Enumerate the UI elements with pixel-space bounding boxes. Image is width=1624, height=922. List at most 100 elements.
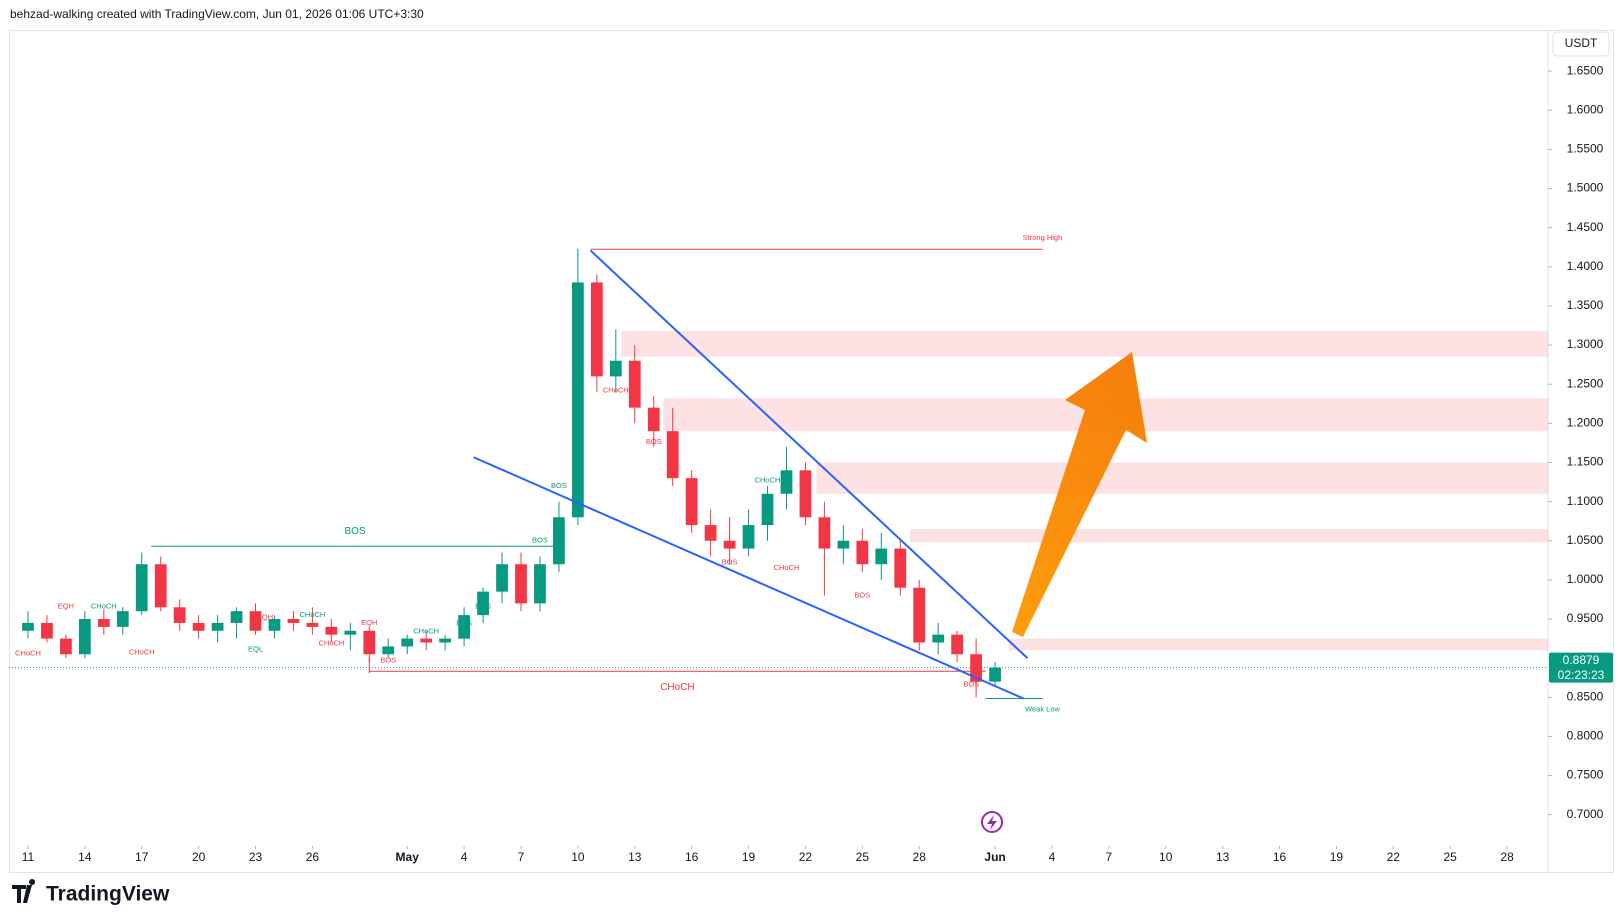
structure-label: CHoCH	[91, 601, 117, 610]
y-tick-label: 1.3000	[1567, 337, 1604, 351]
structure-label: EQH	[361, 618, 377, 627]
candle-body	[894, 548, 907, 588]
candle-body	[154, 564, 167, 608]
candle-body	[439, 638, 452, 643]
candle-body	[41, 622, 53, 639]
y-tick-label: 0.7500	[1567, 768, 1604, 782]
candle-body	[382, 646, 395, 655]
candle-body	[211, 622, 224, 631]
x-tick-label: 17	[135, 850, 149, 864]
candle-body	[628, 360, 641, 408]
structure-label: BOS	[854, 591, 870, 600]
candle-body	[609, 360, 622, 377]
structure-label: CHoCH	[299, 610, 325, 619]
x-tick-label: 25	[856, 850, 870, 864]
alert-bolt	[987, 815, 997, 830]
y-tick-label: 1.1000	[1567, 494, 1604, 508]
candle-body	[268, 619, 281, 631]
candle-body	[477, 591, 489, 616]
trendline	[473, 456, 1024, 700]
candle-body	[856, 540, 869, 565]
y-tick-label: 0.7000	[1567, 807, 1604, 821]
candle-body	[78, 619, 91, 655]
candle-body	[913, 587, 926, 643]
structure-label: BOS	[380, 655, 396, 664]
x-tick-label: 23	[249, 850, 263, 864]
structure-label: BOS	[456, 619, 472, 628]
x-tick-label: 16	[685, 850, 699, 864]
candle-body	[515, 564, 527, 604]
chart-frame	[9, 30, 1614, 873]
candle-body	[704, 525, 717, 541]
header: behzad-walking created with TradingView.…	[10, 7, 424, 21]
y-tick-label: 1.0000	[1567, 572, 1604, 586]
candle-body	[306, 622, 319, 627]
candle-body	[780, 470, 793, 494]
structure-label: EQH	[58, 601, 74, 610]
level-label: Strong High	[1023, 233, 1063, 242]
last-price-label: 0.8879	[1563, 653, 1600, 667]
candle-body	[666, 431, 679, 479]
x-tick-label: May	[396, 850, 420, 864]
candle-body	[173, 607, 186, 623]
structure-label: CHoCH	[15, 648, 41, 657]
candle-body	[553, 517, 565, 565]
x-tick-label: 7	[1106, 850, 1113, 864]
structure-label: EQH	[257, 612, 273, 621]
x-tick-label: 22	[1387, 850, 1401, 864]
projection-arrow	[1012, 352, 1147, 637]
structure-label: CHoCH	[774, 563, 800, 572]
y-tick-label: 0.8500	[1567, 689, 1604, 703]
candle-body	[837, 540, 850, 549]
y-tick-label: 1.3500	[1567, 298, 1604, 312]
candle-body	[647, 407, 660, 432]
currency-button[interactable]	[1552, 31, 1610, 57]
logo: TradingView	[12, 879, 170, 906]
candle-body	[875, 548, 888, 565]
x-tick-label: 19	[742, 850, 756, 864]
x-tick-label: 13	[628, 850, 642, 864]
candle-body	[363, 630, 376, 655]
candle-body	[116, 611, 129, 627]
candle-body	[818, 517, 831, 549]
candle-body	[344, 630, 357, 635]
candle-body	[572, 282, 584, 518]
structure-label: CHoCH	[318, 638, 344, 647]
candle-body	[192, 622, 205, 631]
x-tick-label: Jun	[984, 850, 1005, 864]
x-tick-label: 4	[461, 850, 468, 864]
candle-body	[723, 540, 736, 549]
candle-body	[761, 493, 774, 526]
x-tick-label: 22	[799, 850, 813, 864]
candle-body	[97, 619, 110, 627]
candle-body	[590, 282, 603, 377]
y-tick-label: 1.5500	[1567, 142, 1604, 156]
structure-label: CHoCH	[129, 648, 155, 657]
alert-icon[interactable]	[981, 811, 1003, 833]
x-tick-label: 16	[1273, 850, 1287, 864]
supply-zone	[816, 462, 1548, 494]
y-tick-label: 1.2500	[1567, 376, 1604, 390]
y-tick-label: 1.0500	[1567, 533, 1604, 547]
structure-label: BOS	[646, 437, 662, 446]
x-tick-label: 14	[78, 850, 92, 864]
structure-label: BOS	[722, 558, 738, 567]
x-tick-label: 28	[913, 850, 927, 864]
structure-label: CHoCH	[413, 627, 439, 636]
candle-body	[60, 638, 72, 655]
x-tick-label: 4	[1049, 850, 1056, 864]
level-label: Weak Low	[1025, 704, 1060, 713]
candle-body	[287, 619, 300, 623]
structure-label: BOS	[551, 481, 567, 490]
candle-body	[685, 478, 698, 526]
level-label: CHoCH	[660, 682, 694, 693]
x-tick-label: 10	[1159, 850, 1173, 864]
trendline	[589, 249, 1029, 659]
x-tick-label: 20	[192, 850, 206, 864]
supply-zone	[1008, 638, 1548, 651]
candle-body	[401, 638, 414, 647]
logo-mark	[12, 879, 36, 903]
structure-label: EQL	[248, 645, 263, 654]
